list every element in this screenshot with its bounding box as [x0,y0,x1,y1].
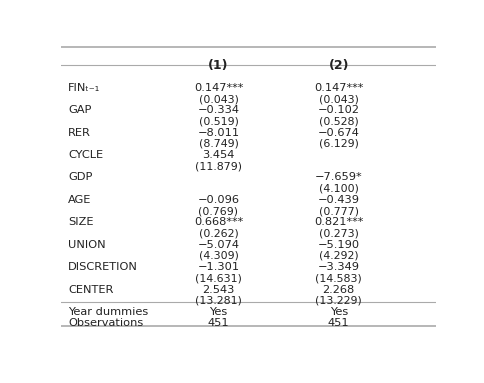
Text: (14.631): (14.631) [195,273,242,283]
Text: (4.100): (4.100) [318,184,358,194]
Text: 451: 451 [327,318,349,328]
Text: −0.096: −0.096 [197,195,239,205]
Text: (0.777): (0.777) [318,206,358,216]
Text: (2): (2) [328,59,348,72]
Text: 0.147***: 0.147*** [194,83,242,93]
Text: −1.301: −1.301 [197,262,239,272]
Text: −0.102: −0.102 [317,105,359,115]
Text: 451: 451 [207,318,229,328]
Text: −0.674: −0.674 [317,128,359,137]
Text: (6.129): (6.129) [318,139,358,149]
Text: (4.292): (4.292) [318,251,358,261]
Text: (0.273): (0.273) [318,229,358,239]
Text: Yes: Yes [329,307,347,317]
Text: (0.262): (0.262) [198,229,238,239]
Text: (0.769): (0.769) [198,206,238,216]
Text: 0.668***: 0.668*** [194,217,242,227]
Text: DISCRETION: DISCRETION [68,262,138,272]
Text: 2.543: 2.543 [202,285,234,295]
Text: 0.821***: 0.821*** [314,217,363,227]
Text: 3.454: 3.454 [202,150,234,160]
Text: Yes: Yes [209,307,227,317]
Text: −8.011: −8.011 [197,128,239,137]
Text: −0.439: −0.439 [317,195,359,205]
Text: UNION: UNION [68,240,106,250]
Text: −3.349: −3.349 [317,262,359,272]
Text: Observations: Observations [68,318,143,328]
Text: (14.583): (14.583) [315,273,362,283]
Text: (13.281): (13.281) [195,296,242,306]
Text: −7.659*: −7.659* [314,172,362,182]
Text: 2.268: 2.268 [322,285,354,295]
Text: GAP: GAP [68,105,91,115]
Text: RER: RER [68,128,91,137]
Text: SIZE: SIZE [68,217,93,227]
Text: Year dummies: Year dummies [68,307,148,317]
Text: GDP: GDP [68,172,92,182]
Text: (0.519): (0.519) [198,116,238,126]
Text: (1): (1) [208,59,228,72]
Text: AGE: AGE [68,195,91,205]
Text: (0.043): (0.043) [198,94,238,104]
Text: −5.190: −5.190 [317,240,359,250]
Text: 0.147***: 0.147*** [314,83,363,93]
Text: (11.879): (11.879) [195,161,242,171]
Text: −5.074: −5.074 [197,240,239,250]
Text: (13.229): (13.229) [315,296,362,306]
Text: (4.309): (4.309) [198,251,238,261]
Text: FINₜ₋₁: FINₜ₋₁ [68,83,100,93]
Text: (0.043): (0.043) [318,94,358,104]
Text: CYCLE: CYCLE [68,150,103,160]
Text: CENTER: CENTER [68,285,113,295]
Text: (0.528): (0.528) [318,116,358,126]
Text: (8.749): (8.749) [198,139,238,149]
Text: −0.334: −0.334 [197,105,239,115]
